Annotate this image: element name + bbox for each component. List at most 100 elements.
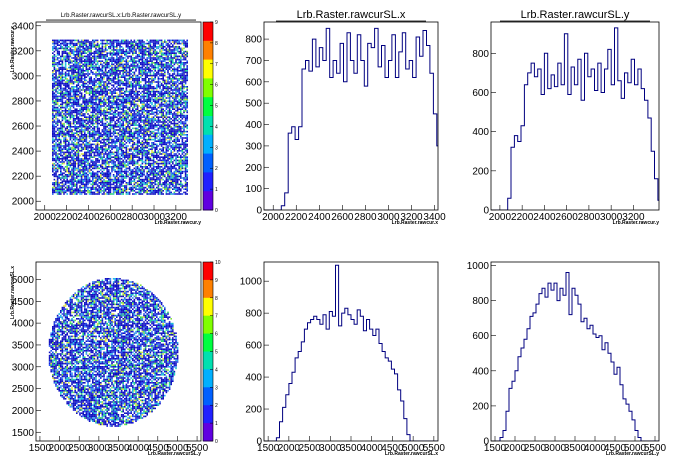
heatmap-cell	[95, 164, 97, 166]
heatmap-cell	[69, 42, 72, 45]
heatmap-cell	[136, 180, 139, 182]
heatmap-cell	[56, 140, 59, 142]
heatmap-cell	[119, 153, 121, 155]
heatmap-cell	[101, 100, 104, 102]
heatmap-cell	[128, 100, 131, 102]
heatmap-cell	[143, 97, 145, 99]
heatmap-cell	[95, 39, 97, 42]
heatmap-cell	[112, 71, 115, 74]
heatmap-cell	[138, 105, 140, 107]
heatmap-cell	[93, 130, 96, 133]
heatmap-cell	[128, 47, 131, 50]
heatmap-cell	[133, 58, 136, 61]
heatmap-cell	[136, 138, 139, 141]
heatmap-cell	[82, 55, 84, 58]
heatmap-cell	[136, 63, 139, 66]
heatmap-cell	[114, 90, 116, 93]
heatmap-cell	[61, 132, 64, 134]
heatmap-cell	[90, 42, 92, 45]
heatmap-cell	[143, 68, 145, 70]
heatmap-cell	[84, 143, 86, 146]
heatmap-cell	[63, 148, 65, 150]
heatmap-cell	[124, 74, 126, 77]
heatmap-cell	[63, 47, 65, 50]
heatmap-cell	[136, 118, 139, 120]
heatmap-cell	[156, 162, 158, 165]
heatmap-cell	[100, 190, 102, 192]
heatmap-cell	[80, 145, 83, 147]
heatmap-cell	[60, 106, 62, 109]
heatmap-cell	[141, 121, 144, 123]
heatmap-cell	[58, 81, 60, 83]
heatmap-cell	[101, 79, 104, 82]
heatmap-cell	[128, 94, 131, 96]
heatmap-cell	[111, 126, 113, 128]
heatmap-cell	[119, 55, 121, 58]
heatmap-cell	[135, 70, 137, 72]
heatmap-cell	[122, 161, 124, 163]
heatmap-cell	[84, 156, 86, 158]
heatmap-cell	[79, 159, 81, 162]
heatmap-cell	[119, 121, 121, 123]
heatmap-cell	[96, 66, 99, 69]
heatmap-cell	[52, 94, 54, 96]
heatmap-cell	[141, 49, 144, 51]
heatmap-cell	[77, 175, 80, 178]
heatmap-cell	[106, 135, 108, 138]
heatmap-cell	[141, 41, 144, 43]
heatmap-cell	[98, 113, 100, 115]
heatmap-cell	[122, 113, 124, 115]
heatmap-cell	[84, 145, 86, 147]
heatmap-cell	[76, 65, 78, 67]
heatmap-cell	[72, 148, 75, 150]
heatmap-cell	[77, 41, 80, 43]
heatmap-cell	[138, 135, 140, 138]
heatmap-cell	[90, 95, 92, 98]
heatmap-cell	[58, 193, 60, 195]
heatmap-cell	[69, 66, 72, 69]
heatmap-cell	[108, 100, 110, 102]
heatmap-cell	[53, 159, 56, 162]
heatmap-cell	[152, 78, 155, 80]
heatmap-cell	[80, 76, 83, 78]
heatmap-cell	[125, 186, 128, 189]
heatmap-cell	[56, 119, 59, 122]
heatmap-cell	[104, 94, 107, 96]
heatmap-cell	[103, 116, 105, 118]
heatmap-cell	[74, 167, 76, 170]
heatmap-cell	[66, 134, 68, 136]
heatmap-cell	[104, 172, 107, 174]
heatmap-cell	[111, 151, 113, 154]
heatmap-cell	[127, 95, 129, 98]
heatmap-cell	[87, 190, 89, 192]
heatmap-cell	[69, 188, 72, 190]
heatmap-cell	[148, 134, 150, 136]
heatmap-cell	[141, 182, 144, 184]
heatmap-cell	[119, 66, 121, 69]
heatmap-cell	[154, 170, 156, 173]
heatmap-cell	[114, 185, 116, 187]
heatmap-cell	[108, 129, 110, 131]
heatmap-cell	[138, 150, 140, 152]
heatmap-cell	[61, 185, 64, 187]
heatmap-cell	[103, 73, 105, 75]
heatmap-cell	[140, 175, 142, 178]
heatmap-cell	[111, 87, 113, 90]
heatmap-cell	[136, 135, 139, 138]
heatmap-cell	[74, 71, 76, 74]
heatmap-cell	[146, 193, 148, 195]
heatmap-cell	[82, 121, 84, 123]
heatmap-cell	[135, 41, 137, 43]
heatmap-cell	[133, 90, 136, 93]
heatmap-cell	[63, 162, 65, 165]
heatmap-cell	[154, 87, 156, 90]
heatmap-cell	[56, 178, 59, 181]
heatmap-cell	[69, 81, 72, 83]
heatmap-cell	[60, 190, 62, 192]
heatmap-cell	[136, 100, 139, 102]
heatmap-cell	[84, 148, 86, 150]
heatmap-cell	[106, 170, 108, 173]
heatmap-cell	[109, 41, 112, 43]
heatmap-cell	[119, 170, 121, 173]
heatmap-cell	[138, 132, 140, 134]
